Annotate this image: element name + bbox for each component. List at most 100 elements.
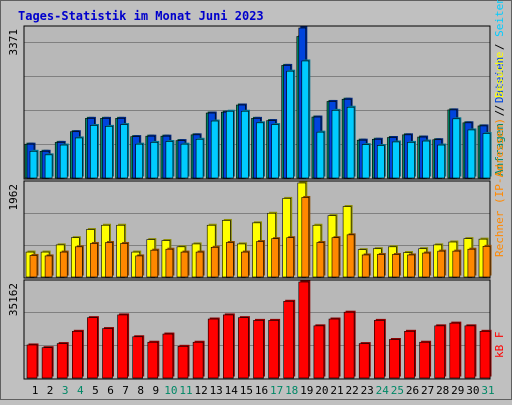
- rechner-bar: [422, 251, 432, 278]
- seiten-bar: [452, 117, 462, 179]
- rechner-bar: [286, 236, 296, 278]
- x-label: 17: [270, 384, 283, 397]
- rechner-bar: [226, 241, 235, 278]
- kb-bar: [117, 313, 130, 379]
- x-label: 7: [122, 384, 129, 397]
- bottom-scale-label: 35162: [7, 283, 20, 316]
- kb-bar: [343, 310, 356, 379]
- kb-bar: [102, 327, 114, 379]
- kb-bar: [177, 344, 190, 379]
- x-label: 5: [92, 384, 99, 397]
- seiten-bar: [195, 137, 205, 179]
- rechner-bar: [271, 237, 281, 278]
- x-label: 12: [194, 384, 207, 397]
- seiten-bar: [165, 140, 175, 179]
- kb-bar: [192, 340, 205, 379]
- kb-bar: [358, 342, 371, 379]
- x-label: 14: [225, 384, 239, 397]
- kb-bar: [132, 335, 145, 379]
- x-label: 30: [466, 384, 479, 397]
- seiten-bar: [392, 140, 401, 179]
- kb-bar: [268, 318, 281, 379]
- rechner-bar: [482, 244, 492, 278]
- rechner-bar: [392, 252, 401, 278]
- kb-bar: [87, 316, 99, 379]
- middle-scale-label: 1962: [7, 184, 20, 211]
- x-label: 15: [240, 384, 253, 397]
- rechner-bar: [75, 245, 84, 278]
- kb-bar: [41, 346, 54, 379]
- x-label: 8: [137, 384, 144, 397]
- kb-bar: [253, 318, 265, 379]
- rechner-bar: [105, 241, 114, 278]
- seiten-bar: [467, 128, 477, 179]
- seiten-bar: [135, 142, 145, 179]
- kb-bar: [238, 316, 250, 379]
- x-label: 10: [164, 384, 177, 397]
- legend-entry-seiten: Seiten: [493, 0, 506, 37]
- seiten-bar: [271, 123, 281, 179]
- x-label: 31: [481, 384, 494, 397]
- x-label: 9: [152, 384, 159, 397]
- seiten-bar: [105, 124, 114, 179]
- rechner-bar: [437, 249, 447, 278]
- rechner-bar: [452, 249, 462, 278]
- kb-bar: [479, 329, 492, 379]
- rechner-bar: [210, 245, 220, 278]
- kb-bar: [313, 324, 326, 379]
- scale-labels: 3371 1962 35162: [7, 29, 20, 316]
- legend-entry-sep: /: [493, 37, 506, 57]
- rechner-bar: [407, 253, 416, 278]
- x-label: 18: [285, 384, 298, 397]
- x-axis-labels: 1 2 3 4 5 6 7 8 9 10 11 12 13 14 15 16 17 18 19 20 21 22 23 24 2…: [32, 384, 495, 397]
- seiten-bar: [44, 153, 54, 179]
- legend-entry-dateien: Dateien: [493, 57, 506, 103]
- top-scale-label: 3371: [7, 29, 20, 56]
- kb-bar: [26, 343, 39, 379]
- rechner-bar: [316, 241, 326, 278]
- kb-bar: [449, 321, 462, 379]
- seiten-bar: [331, 108, 341, 179]
- seiten-bar: [210, 119, 220, 179]
- rechner-bar: [44, 254, 54, 278]
- rechner-bar: [120, 241, 130, 278]
- rechner-bar: [361, 253, 371, 278]
- seiten-bar: [150, 140, 160, 179]
- x-label: 16: [255, 384, 268, 397]
- chart-title: Tages-Statistik im Monat Juni 2023: [18, 9, 264, 23]
- x-label: 19: [300, 384, 313, 397]
- seiten-bar: [29, 149, 39, 179]
- legend-entry-sep: /: [493, 98, 506, 118]
- kb-bar: [207, 317, 220, 379]
- rechner-bar: [331, 236, 341, 278]
- seiten-bar: [482, 132, 492, 179]
- kb-bar: [56, 342, 69, 379]
- x-label: 4: [77, 384, 84, 397]
- seiten-bar: [376, 144, 386, 179]
- legend-entry-besuche: Besuche: [493, 52, 506, 98]
- seiten-bar: [316, 130, 326, 179]
- rechner-bar: [301, 195, 311, 278]
- seiten-bar: [241, 109, 250, 179]
- x-label: 20: [315, 384, 328, 397]
- rechner-bar: [165, 247, 175, 278]
- seiten-bar: [256, 121, 265, 179]
- x-label: 11: [179, 384, 192, 397]
- kb-bar: [434, 324, 447, 379]
- seiten-bar: [346, 105, 356, 179]
- kb-bar: [223, 313, 235, 379]
- seiten-bar: [75, 136, 84, 179]
- x-label: 29: [451, 384, 464, 397]
- x-label: 26: [406, 384, 419, 397]
- kb-bar: [283, 299, 296, 379]
- legend-entry-kb: kB F: [493, 332, 506, 359]
- x-label: 6: [107, 384, 114, 397]
- kb-bar: [162, 332, 175, 379]
- top-legend: Anfragen / Dateien / Seiten: [493, 0, 506, 176]
- seiten-bar: [226, 109, 235, 179]
- rechner-bar: [467, 247, 477, 278]
- x-label: 13: [210, 384, 223, 397]
- kb-bar: [72, 329, 84, 379]
